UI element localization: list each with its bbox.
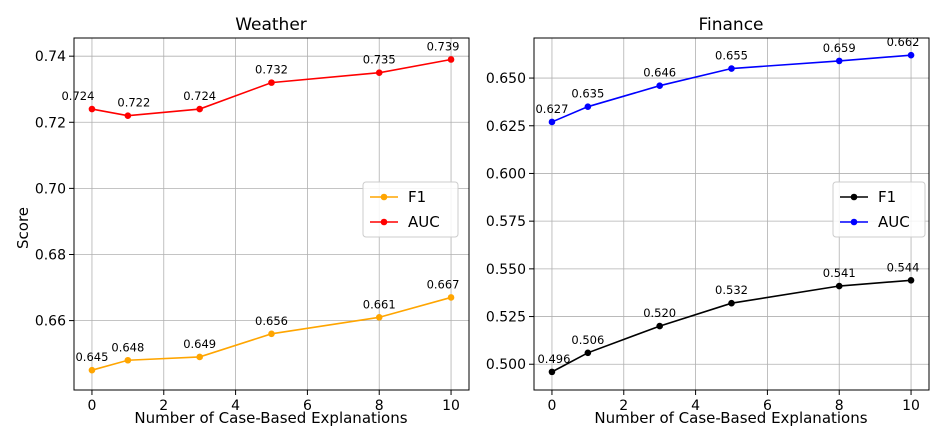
data-label: 0.541 xyxy=(823,266,856,280)
data-label: 0.649 xyxy=(183,337,216,351)
x-axis-label: Number of Case-Based Explanations xyxy=(134,409,407,427)
x-tick-label: 6 xyxy=(763,398,772,414)
y-tick-label: 0.525 xyxy=(486,310,526,326)
data-label: 0.732 xyxy=(255,63,288,77)
y-tick-label: 0.625 xyxy=(486,119,526,135)
y-tick-label: 0.70 xyxy=(35,181,66,197)
data-label: 0.735 xyxy=(363,53,396,67)
data-point xyxy=(728,299,735,307)
data-point xyxy=(268,330,275,338)
series-line-auc xyxy=(551,54,912,123)
data-point xyxy=(835,282,843,290)
x-tick-label: 4 xyxy=(231,398,240,414)
y-tick-label: 0.550 xyxy=(486,262,526,278)
chart-title: Weather xyxy=(235,15,307,35)
data-point xyxy=(268,79,275,86)
data-point xyxy=(447,294,455,301)
legend-label: F1 xyxy=(408,188,426,206)
legend-label: AUC xyxy=(878,213,910,231)
legend-marker xyxy=(850,193,858,201)
data-label: 0.724 xyxy=(61,89,94,103)
data-point xyxy=(196,353,203,361)
y-tick-label: 0.650 xyxy=(486,71,526,87)
data-point xyxy=(124,112,132,119)
y-axis-label: Score xyxy=(14,207,32,249)
series-line-f1 xyxy=(91,296,452,371)
data-label: 0.655 xyxy=(715,49,748,63)
data-label: 0.627 xyxy=(535,102,568,116)
chart-title: Finance xyxy=(698,15,763,35)
x-tick-label: 2 xyxy=(619,398,628,414)
weather-panel: Weather Number of Case-Based Explanation… xyxy=(14,15,470,427)
data-point xyxy=(548,118,556,126)
data-label: 0.661 xyxy=(363,297,396,311)
data-point xyxy=(196,105,203,113)
data-point xyxy=(548,368,556,376)
legend-marker xyxy=(850,218,858,226)
data-point xyxy=(835,57,843,65)
data-label: 0.645 xyxy=(75,350,108,364)
data-point xyxy=(656,322,663,330)
data-label: 0.532 xyxy=(715,283,748,297)
x-tick-label: 0 xyxy=(87,398,96,414)
x-axis-label: Number of Case-Based Explanations xyxy=(594,409,867,427)
data-label: 0.646 xyxy=(643,66,676,80)
data-point xyxy=(88,366,96,374)
x-tick-label: 4 xyxy=(691,398,700,414)
data-point xyxy=(124,356,132,364)
x-tick-label: 6 xyxy=(303,398,312,414)
y-tick-label: 0.600 xyxy=(486,166,526,182)
data-point xyxy=(584,349,592,357)
data-point xyxy=(907,276,915,284)
data-label: 0.662 xyxy=(887,35,920,49)
data-label: 0.667 xyxy=(427,277,460,291)
data-label: 0.635 xyxy=(571,87,604,101)
data-label: 0.659 xyxy=(823,41,856,55)
data-point xyxy=(907,51,915,59)
data-label: 0.648 xyxy=(111,340,144,354)
data-point xyxy=(447,56,455,63)
x-tick-label: 0 xyxy=(547,398,556,414)
plot-frame xyxy=(73,37,470,391)
data-point xyxy=(375,313,383,321)
y-tick-label: 0.575 xyxy=(486,214,526,230)
data-label: 0.506 xyxy=(571,333,604,347)
x-tick-label: 10 xyxy=(902,398,920,414)
data-label: 0.544 xyxy=(887,260,920,274)
plot-frame xyxy=(533,37,930,391)
finance-panel: Finance Number of Case-Based Explanation… xyxy=(486,15,930,427)
x-tick-label: 8 xyxy=(835,398,844,414)
legend-label: F1 xyxy=(878,188,896,206)
series-line-auc xyxy=(91,58,452,117)
data-label: 0.520 xyxy=(643,306,676,320)
y-tick-label: 0.66 xyxy=(35,314,66,330)
series-line-f1 xyxy=(551,279,912,373)
data-point xyxy=(656,82,663,89)
data-point xyxy=(375,69,383,77)
x-tick-label: 10 xyxy=(442,398,460,414)
data-label: 0.724 xyxy=(183,89,216,103)
data-point xyxy=(584,103,592,110)
y-tick-label: 0.72 xyxy=(35,115,66,131)
data-label: 0.739 xyxy=(427,39,460,53)
data-point xyxy=(88,105,96,113)
legend-label: AUC xyxy=(408,213,440,231)
x-tick-label: 2 xyxy=(159,398,168,414)
legend-marker xyxy=(380,193,388,201)
data-label: 0.496 xyxy=(537,352,570,366)
legend-marker xyxy=(380,218,388,226)
y-tick-label: 0.74 xyxy=(35,49,66,65)
x-tick-label: 8 xyxy=(375,398,384,414)
data-point xyxy=(728,65,735,72)
y-tick-label: 0.68 xyxy=(35,247,66,263)
data-label: 0.656 xyxy=(255,314,288,328)
y-tick-label: 0.500 xyxy=(486,357,526,373)
data-label: 0.722 xyxy=(117,96,150,110)
